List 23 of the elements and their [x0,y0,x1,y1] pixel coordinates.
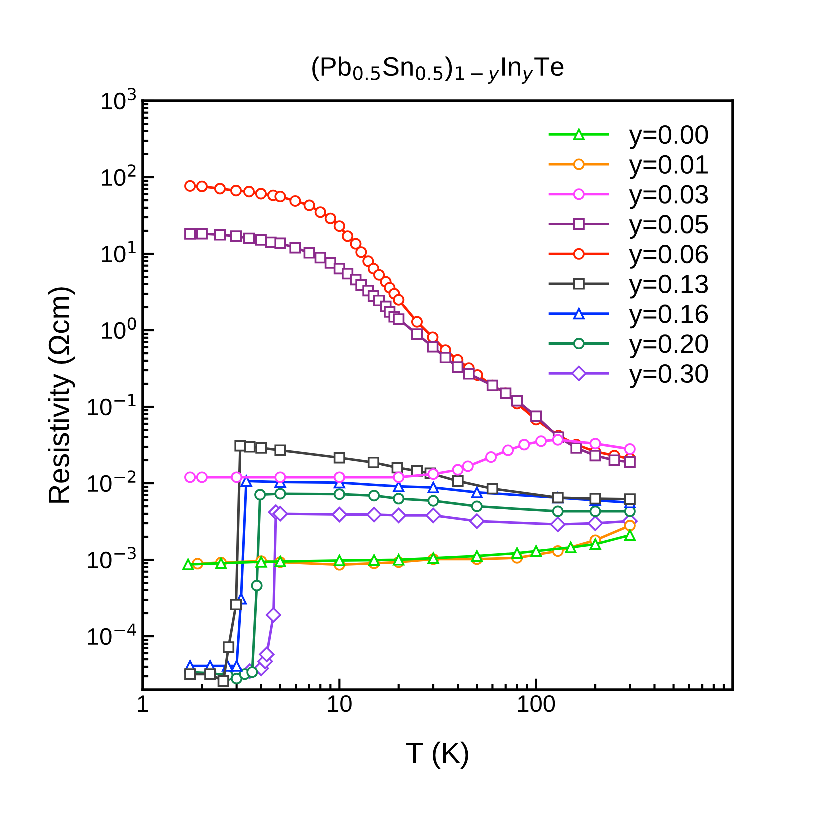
legend-label: y=0.03 [629,185,708,210]
y-tick-label: 10$^{0}$ [102,318,136,340]
chart-title: (Pb$_{0.5}$Sn$_{0.5}$)$_{1−y}$In$_{y}$Te [312,56,564,84]
legend-label: y=0.20 [629,334,708,358]
y-tick-label: 10$^{−2}$ [88,470,136,492]
legend-label: y=0.16 [629,304,708,329]
legend-label: y=0.06 [629,244,708,269]
y-axis-title: Resistivity (Ωcm) [48,288,76,503]
y-tick-label: 10$^{1}$ [102,241,136,263]
y-tick-label: 10$^{2}$ [102,164,136,186]
legend-label: y=0.30 [629,364,708,388]
legend-label: y=0.00 [629,125,708,150]
y-tick-label: 10$^{3}$ [102,88,136,110]
y-tick-label: 10$^{−3}$ [88,547,136,569]
legend-label: y=0.13 [629,274,708,299]
y-tick-label: 10$^{−1}$ [88,394,136,416]
x-tick-label: 10 [328,695,352,712]
x-tick-label: 100 [518,695,556,712]
legend-label: y=0.05 [629,215,708,239]
y-tick-label: 10$^{−4}$ [88,624,136,646]
x-axis-title: T (K) [406,742,468,770]
x-tick-label: 1 [138,696,148,712]
legend-label: y=0.01 [629,155,708,180]
